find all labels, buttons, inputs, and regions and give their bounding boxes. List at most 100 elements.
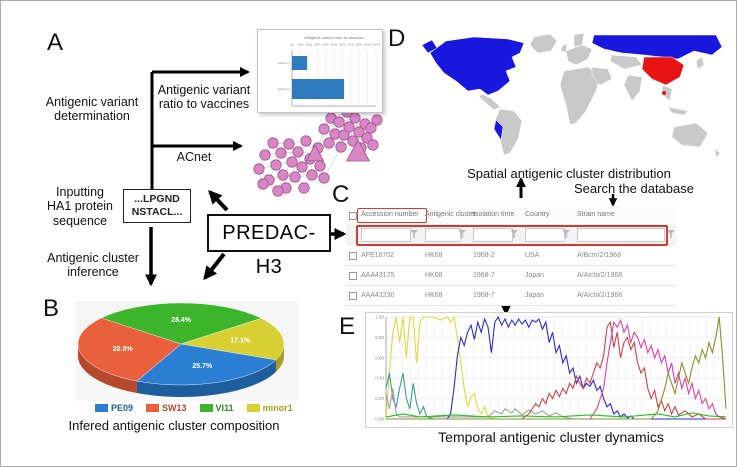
filter-funnel-icon[interactable] — [562, 230, 570, 238]
svg-text:100%: 100% — [372, 43, 380, 47]
panel-label-b: B — [43, 295, 60, 322]
col-header-cluster: Antigenic cluster — [425, 211, 477, 218]
variant-determination-label: Antigenic variant determination — [45, 95, 139, 124]
legend-item: PE09 — [95, 403, 133, 413]
table-cell: HK68 — [425, 252, 443, 259]
legend-item: VI11 — [199, 403, 234, 413]
table-row[interactable]: AFE18702 HK68 1968-2 USA A/Bcm/2/1968 — [346, 246, 676, 266]
predac-up-arrow — [208, 190, 229, 212]
svg-text:20%: 20% — [306, 43, 313, 47]
legend-label: PE09 — [111, 403, 134, 413]
search-database-label: Search the database — [574, 181, 694, 196]
svg-text:25.7%: 25.7% — [192, 363, 213, 370]
panel-label-c: C — [332, 181, 350, 208]
table-body: AFE18702 HK68 1968-2 USA A/Bcm/2/1968 AAA4317… — [346, 246, 676, 306]
flow-arrows — [145, 66, 618, 316]
table-cell: A/Bcm/2/1968 — [577, 252, 621, 259]
table-cell: 1968-7 — [473, 272, 495, 279]
svg-text:30%: 30% — [314, 43, 321, 47]
svg-text:0.40: 0.40 — [375, 376, 384, 381]
svg-text:Antigenic variant ratio to vac: Antigenic variant ratio to vaccines — [304, 35, 364, 40]
row-checkbox[interactable] — [349, 272, 357, 280]
table-cell: AAA43230 — [361, 292, 395, 299]
predac-h3-box: PREDAC-H3 — [207, 214, 331, 278]
table-filter-row — [346, 224, 676, 246]
legend-label: minor1 — [262, 403, 293, 413]
legend-item: SW13 — [146, 403, 187, 413]
filter-input-country[interactable] — [525, 228, 565, 242]
table-cell: 1968-2 — [473, 252, 495, 259]
svg-text:0%: 0% — [290, 43, 295, 47]
variant-ratio-bar-chart: Antigenic variant ratio to vaccines 0% 10%… — [277, 35, 380, 107]
variant-ratio-chart-card: Antigenic variant ratio to vaccines 0% 10%… — [257, 29, 383, 113]
legend-swatch — [246, 404, 260, 412]
predac-down-arrow — [203, 252, 226, 281]
svg-text:90%: 90% — [364, 43, 371, 47]
filter-funnel-icon[interactable] — [410, 230, 418, 238]
cluster-pie-chart: 28.4% 17.1% 25.7% 28.9% — [77, 302, 285, 397]
svg-text:0.80: 0.80 — [375, 335, 384, 340]
table-row[interactable]: AAA43175 HK68 1968-7 Japan A/Aichi/2/1968 — [346, 266, 676, 286]
table-cell: A/Aichi/2/1968 — [577, 292, 623, 299]
panel-label-d: D — [388, 25, 406, 52]
svg-text:17.1%: 17.1% — [230, 338, 251, 345]
legend-label: SW13 — [162, 403, 187, 413]
svg-text:50%: 50% — [331, 43, 338, 47]
svg-text:40%: 40% — [322, 43, 329, 47]
table-cell: HK68 — [425, 272, 443, 279]
svg-text:10%: 10% — [297, 43, 304, 47]
svg-text:vaccine 2: vaccine 2 — [277, 87, 290, 91]
legend-item: minor1 — [246, 403, 293, 413]
filter-input-accession[interactable] — [361, 228, 411, 242]
world-map — [421, 32, 723, 159]
legend-swatch — [95, 404, 108, 412]
legend-swatch — [146, 404, 160, 412]
table-cell: Japan — [525, 292, 545, 299]
header-checkbox[interactable] — [349, 212, 357, 220]
svg-text:70%: 70% — [348, 43, 355, 47]
database-table: Accession number Antigenic cluster Isola… — [346, 207, 676, 306]
temporal-caption: Temporal antigenic cluster dynamics — [438, 429, 664, 445]
table-cell: Japan — [525, 272, 545, 279]
table-header-row: Accession number Antigenic cluster Isola… — [346, 207, 676, 225]
pie-legend: PE09 SW13 VI11 minor1 — [95, 403, 293, 413]
panel-label-e: E — [339, 313, 356, 340]
svg-text:0.00: 0.00 — [375, 417, 384, 422]
panel-label-a: A — [47, 29, 64, 56]
table-cell: USA — [525, 252, 540, 259]
filter-funnel-icon[interactable] — [510, 230, 518, 238]
filter-funnel-icon[interactable] — [458, 230, 466, 238]
filter-input-strain[interactable] — [577, 228, 665, 242]
filter-funnel-icon[interactable] — [667, 230, 675, 238]
filter-input-isolation[interactable] — [473, 228, 513, 242]
table-cell: 1968-7 — [473, 292, 495, 299]
svg-text:28.4%: 28.4% — [171, 317, 192, 324]
table-row[interactable]: AAA43230 HK68 1968-7 Japan A/Aichi/2/1968 — [346, 286, 676, 306]
row-checkbox[interactable] — [349, 292, 357, 300]
cluster-inference-label: Antigenic cluster inference — [47, 251, 139, 280]
accession-header-highlight — [357, 208, 427, 223]
table-cell: AFE18702 — [361, 252, 395, 259]
svg-text:1.00: 1.00 — [375, 315, 384, 320]
col-header-accession: Accession number — [361, 211, 419, 218]
legend-label: VI11 — [215, 403, 234, 413]
table-cell: A/Aichi/2/1968 — [577, 272, 623, 279]
col-header-strain: Strain name — [577, 211, 615, 218]
row-checkbox[interactable] — [349, 252, 357, 260]
map-caption: Spatial antigenic cluster distribution — [467, 166, 671, 181]
svg-text:vaccine 1: vaccine 1 — [277, 61, 290, 65]
svg-text:0.60: 0.60 — [375, 355, 384, 360]
table-cell: AAA43175 — [361, 272, 395, 279]
table-cell: HK68 — [425, 292, 443, 299]
ha1-sequence-box: ...LPGND NSTACL... — [123, 189, 191, 224]
pie-caption: Infered antigenic cluster composition — [68, 418, 280, 433]
temporal-line-chart: 1.00 0.80 0.60 0.40 0.20 0.00 — [375, 315, 727, 422]
filter-input-cluster[interactable] — [425, 228, 461, 242]
ratio-to-vaccines-label: Antigenic variant ratio to vaccines — [157, 83, 251, 112]
legend-swatch — [199, 404, 213, 412]
temporal-chart-card: 1.00 0.80 0.60 0.40 0.20 0.00 — [365, 312, 733, 428]
acnet-label: ACnet — [176, 150, 212, 164]
svg-text:0.20: 0.20 — [375, 396, 384, 401]
